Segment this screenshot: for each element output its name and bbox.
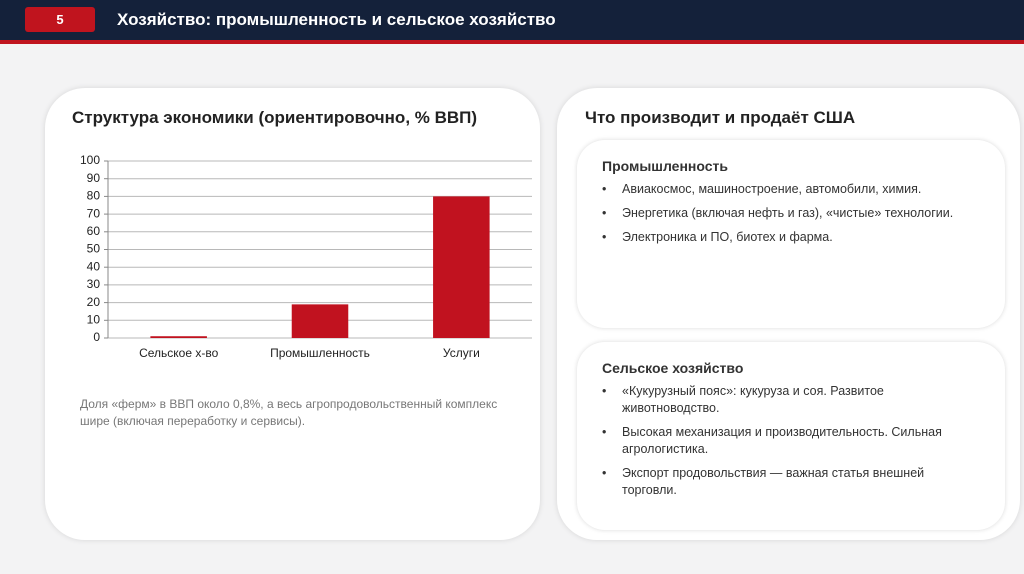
y-tick-label: 100	[80, 153, 100, 167]
list-item: Авиакосмос, машиностроение, автомобили, …	[602, 181, 962, 198]
list-item: «Кукурузный пояс»: кукуруза и соя. Разви…	[602, 383, 962, 417]
chart: 0 10 20 30 40 50 60 70 80 90 100 Сельское х-во Промы…	[80, 153, 532, 360]
y-tick-label: 0	[93, 330, 100, 344]
y-tick-label: 70	[87, 206, 101, 220]
y-tick-label: 90	[87, 171, 101, 185]
note: Доля «ферм» в ВВП около 0,8%, а весь агр…	[80, 397, 498, 428]
industry-list: Авиакосмос, машиностроение, автомобили, …	[602, 181, 962, 253]
list-item: Электроника и ПО, биотех и фарма.	[602, 229, 962, 246]
list-item: Экспорт продовольствия — важная статья в…	[602, 465, 962, 499]
list-item: Энергетика (включая нефть и газ), «чисты…	[602, 205, 962, 222]
right-title: Что производит и продаёт США	[585, 108, 856, 127]
agriculture-title: Сельское хозяйство	[602, 360, 744, 376]
y-tick-label: 10	[87, 312, 101, 326]
bar	[433, 196, 490, 338]
bar	[150, 336, 207, 338]
y-tick-label: 60	[87, 224, 101, 238]
y-tick-label: 20	[87, 295, 101, 309]
industry-card: Промышленность Авиакосмос, машиностроени…	[577, 140, 1005, 328]
x-tick-label: Сельское х-во	[139, 346, 218, 360]
y-tick-label: 80	[87, 189, 101, 203]
industry-title: Промышленность	[602, 158, 728, 174]
agriculture-card: Сельское хозяйство «Кукурузный пояс»: ку…	[577, 342, 1005, 530]
bar	[291, 304, 349, 338]
left-title: Структура экономики (ориентировочно, % В…	[72, 108, 478, 127]
slide-number: 5	[25, 7, 95, 32]
y-tick-label: 30	[87, 277, 101, 291]
y-tick-label: 40	[87, 259, 101, 273]
x-tick-label: Промышленность	[270, 346, 370, 360]
header: 5 Хозяйство: промышленность и сельское х…	[0, 0, 1024, 44]
agriculture-list: «Кукурузный пояс»: кукуруза и соя. Разви…	[602, 383, 962, 506]
x-tick-label: Услуги	[443, 346, 480, 360]
slide-title: Хозяйство: промышленность и сельское хоз…	[117, 10, 556, 29]
y-tick-label: 50	[87, 242, 101, 256]
list-item: Высокая механизация и производительность…	[602, 424, 962, 458]
